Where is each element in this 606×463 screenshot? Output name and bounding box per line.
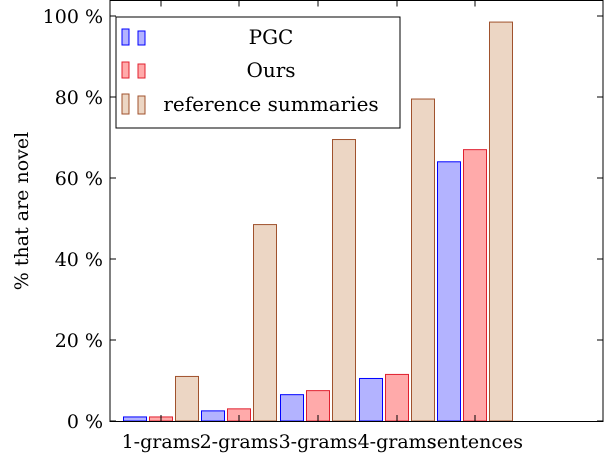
x-tick-label-1-grams: 1-grams: [122, 431, 201, 453]
x-tick-label-2-grams: 2-grams: [200, 431, 279, 453]
y-tick-label-80: 80 %: [55, 87, 103, 109]
legend-swatch-pgc-right: [137, 30, 146, 46]
legend-swatch-ours: [121, 61, 146, 79]
legend-swatch-pgc: [121, 28, 146, 46]
y-tick-label-20: 20 %: [55, 330, 103, 352]
legend-label-pgc: PGC: [249, 25, 294, 49]
y-axis-label: % that are novel: [11, 132, 33, 290]
x-tick-label-sentences: sentences: [427, 431, 523, 453]
legend-label-reference-summaries: reference summaries: [163, 92, 378, 116]
legend-swatch-reference: [121, 93, 146, 115]
legend-swatch-reference-right: [137, 95, 146, 115]
bar-ours-4-grams: [385, 373, 409, 422]
bar-pgc-3-grams: [280, 394, 304, 422]
legend-swatch-reference-left: [121, 93, 130, 115]
y-tick-label-0: 0 %: [67, 411, 103, 433]
bar-pgc-sentences: [437, 161, 461, 422]
bar-reference-summaries-1-grams: [175, 375, 199, 422]
y-tick-label-60: 60 %: [55, 168, 103, 190]
legend-box: [115, 16, 401, 129]
x-tick-label-4-grams: 4-grams: [358, 431, 437, 453]
bar-reference-summaries-3-grams: [332, 139, 356, 422]
bar-reference-summaries-sentences: [489, 21, 513, 422]
legend-swatch-ours-left: [121, 61, 130, 79]
legend: PGC Ours reference summaries: [115, 16, 401, 129]
legend-swatch-ours-right: [137, 63, 146, 79]
bar-reference-summaries-2-grams: [253, 224, 277, 422]
ticks-layer: 0 % 20 % 40 % 60 % 80 % 100 % 1-grams 2-grams 3-…: [43, 0, 603, 453]
legend-swatch-pgc-left: [121, 28, 130, 46]
bar-pgc-2-grams: [201, 410, 225, 422]
x-tick-label-3-grams: 3-grams: [279, 431, 358, 453]
y-tick-label-40: 40 %: [55, 249, 103, 271]
legend-label-ours: Ours: [246, 58, 295, 82]
y-tick-label-100: 100 %: [43, 6, 103, 28]
bar-pgc-4-grams: [359, 377, 383, 422]
plot-frame: [109, 0, 604, 422]
bar-pgc-1-grams: [123, 416, 147, 422]
bar-ours-sentences: [463, 149, 487, 422]
bar-reference-summaries-4-grams: [411, 98, 435, 422]
